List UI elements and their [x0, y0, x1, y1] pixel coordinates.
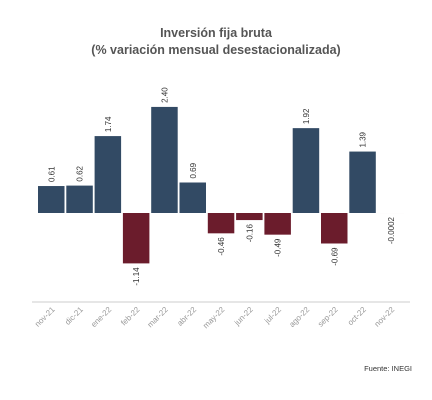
tick-label-ene-22: ene-22 [89, 305, 113, 329]
value-label-ene-22: 1.74 [104, 116, 113, 132]
tick-label-ago-22: ago-22 [287, 305, 311, 329]
value-label-feb-22: -1.14 [132, 267, 141, 286]
chart-subtitle: (% variación mensual desestacionalizada) [91, 43, 341, 57]
bar-jul-22 [264, 213, 291, 235]
tick-label-sep-22: sep-22 [316, 305, 340, 329]
tick-label-jun-22: jun-22 [232, 305, 255, 328]
bar-nov-21 [38, 186, 65, 213]
value-label-mar-22: 2.40 [160, 87, 169, 103]
bar-ago-22 [292, 128, 320, 213]
value-label-ago-22: 1.92 [302, 108, 311, 124]
value-label-dic-21: 0.62 [76, 165, 85, 181]
source-note: Fuente: INEGI [364, 364, 412, 373]
bar-dic-21 [66, 185, 93, 213]
bar-oct-22 [349, 151, 376, 213]
bar-may-22 [207, 213, 235, 234]
value-label-may-22: -0.46 [217, 237, 226, 256]
bar-jun-22 [236, 213, 263, 221]
tick-label-feb-22: feb-22 [119, 305, 142, 328]
tick-label-nov-21: nov-21 [33, 305, 57, 329]
value-label-nov-21: 0.61 [47, 166, 56, 182]
tick-label-may-22: may-22 [201, 305, 227, 331]
bar-feb-22 [122, 213, 150, 264]
tick-label-abr-22: abr-22 [175, 305, 198, 328]
value-label-jul-22: -0.49 [274, 238, 283, 257]
bar-sep-22 [321, 213, 348, 244]
value-label-nov-22: -0.0002 [387, 216, 396, 244]
bar-abr-22 [179, 182, 206, 213]
value-label-abr-22: 0.69 [189, 162, 198, 178]
tick-label-dic-21: dic-21 [63, 305, 85, 327]
tick-label-mar-22: mar-22 [146, 305, 171, 330]
value-label-oct-22: 1.39 [359, 131, 368, 147]
tick-label-oct-22: oct-22 [346, 305, 368, 327]
tick-label-nov-22: nov-22 [373, 305, 397, 329]
chart-title: Inversión fija bruta [160, 26, 272, 40]
value-label-sep-22: -0.69 [330, 247, 339, 266]
bar-ene-22 [94, 136, 122, 213]
bar-mar-22 [151, 106, 178, 213]
value-label-jun-22: -0.16 [245, 224, 254, 243]
tick-label-jul-22: jul-22 [262, 305, 283, 326]
